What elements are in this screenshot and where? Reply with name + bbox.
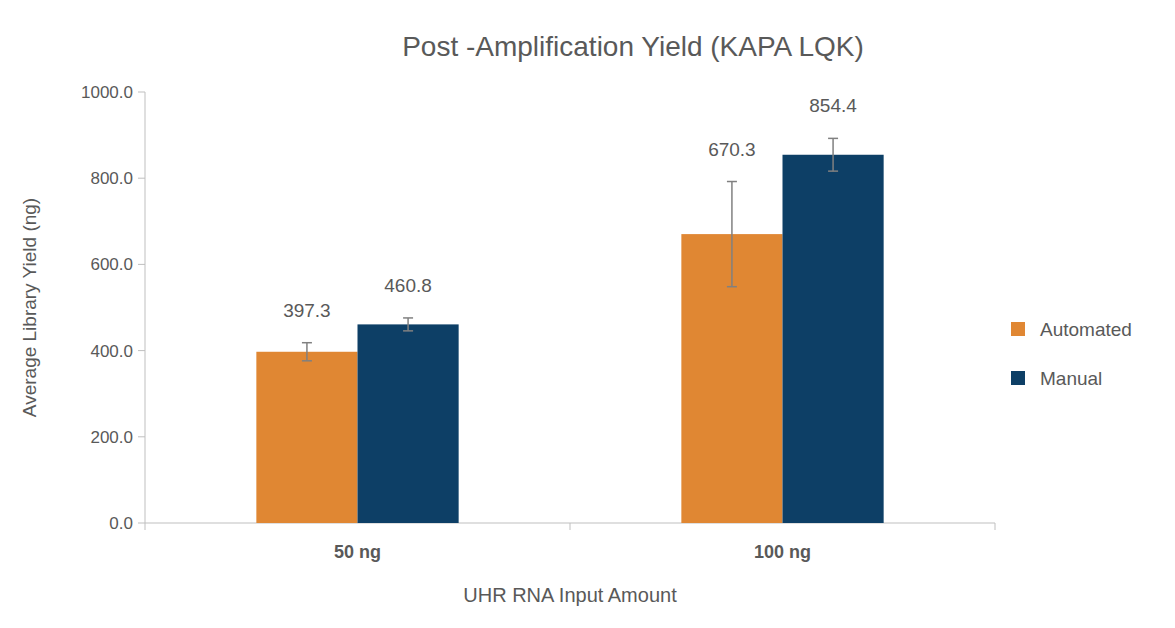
legend-swatch [1011, 371, 1025, 385]
error-cap [727, 181, 737, 183]
error-stem [731, 182, 733, 287]
y-tick-label: 400.0 [90, 342, 133, 361]
y-tick [138, 178, 145, 179]
y-tick-label: 200.0 [90, 428, 133, 447]
y-tick [138, 92, 145, 93]
error-stem [407, 318, 409, 331]
data-label: 460.8 [384, 275, 432, 296]
chart-svg: Post -Amplification Yield (KAPA LQK) 0.0 2… [0, 0, 1175, 628]
error-bar [302, 343, 312, 361]
error-bar [727, 182, 737, 287]
data-label: 670.3 [708, 139, 756, 160]
error-cap [403, 317, 413, 319]
y-tick-label: 1000.0 [81, 83, 133, 102]
x-tick-label: 100 ng [754, 542, 811, 562]
legend-label: Automated [1040, 319, 1132, 340]
chart-root: Post -Amplification Yield (KAPA LQK) 0.0 2… [0, 0, 1175, 628]
error-cap [403, 330, 413, 332]
x-separator [145, 523, 146, 530]
y-tick [138, 350, 145, 351]
y-tick [138, 264, 145, 265]
data-label: 854.4 [809, 95, 857, 116]
x-separator [995, 523, 996, 530]
error-bar [828, 138, 838, 171]
y-tick [138, 523, 145, 524]
title: Post -Amplification Yield (KAPA LQK) [402, 31, 864, 62]
error-cap [302, 342, 312, 344]
x-separator [570, 523, 571, 530]
data-label: 397.3 [283, 300, 331, 321]
bar [256, 352, 357, 523]
y-tick-label: 0.0 [109, 514, 133, 533]
y-tick-label: 800.0 [90, 169, 133, 188]
y-tick [138, 436, 145, 437]
data-labels: 397.3 670.3 460.8 854.4 [283, 95, 857, 320]
y-axis-label: Average Library Yield (ng) [19, 198, 40, 417]
x-axis-label: UHR RNA Input Amount [463, 584, 677, 606]
legend-swatch [1011, 322, 1025, 336]
error-cap [828, 138, 838, 140]
y-axis-line [145, 92, 146, 523]
error-cap [727, 286, 737, 288]
error-stem [306, 343, 308, 361]
legend: Automated Manual [1011, 319, 1132, 389]
error-bar [403, 318, 413, 331]
y-tick-label: 600.0 [90, 255, 133, 274]
plot-area [256, 138, 883, 523]
error-cap [302, 360, 312, 362]
legend-label: Manual [1040, 368, 1102, 389]
error-cap [828, 170, 838, 172]
bar [358, 324, 459, 523]
bar [783, 155, 884, 523]
error-stem [832, 138, 834, 171]
x-tick-label: 50 ng [334, 542, 381, 562]
